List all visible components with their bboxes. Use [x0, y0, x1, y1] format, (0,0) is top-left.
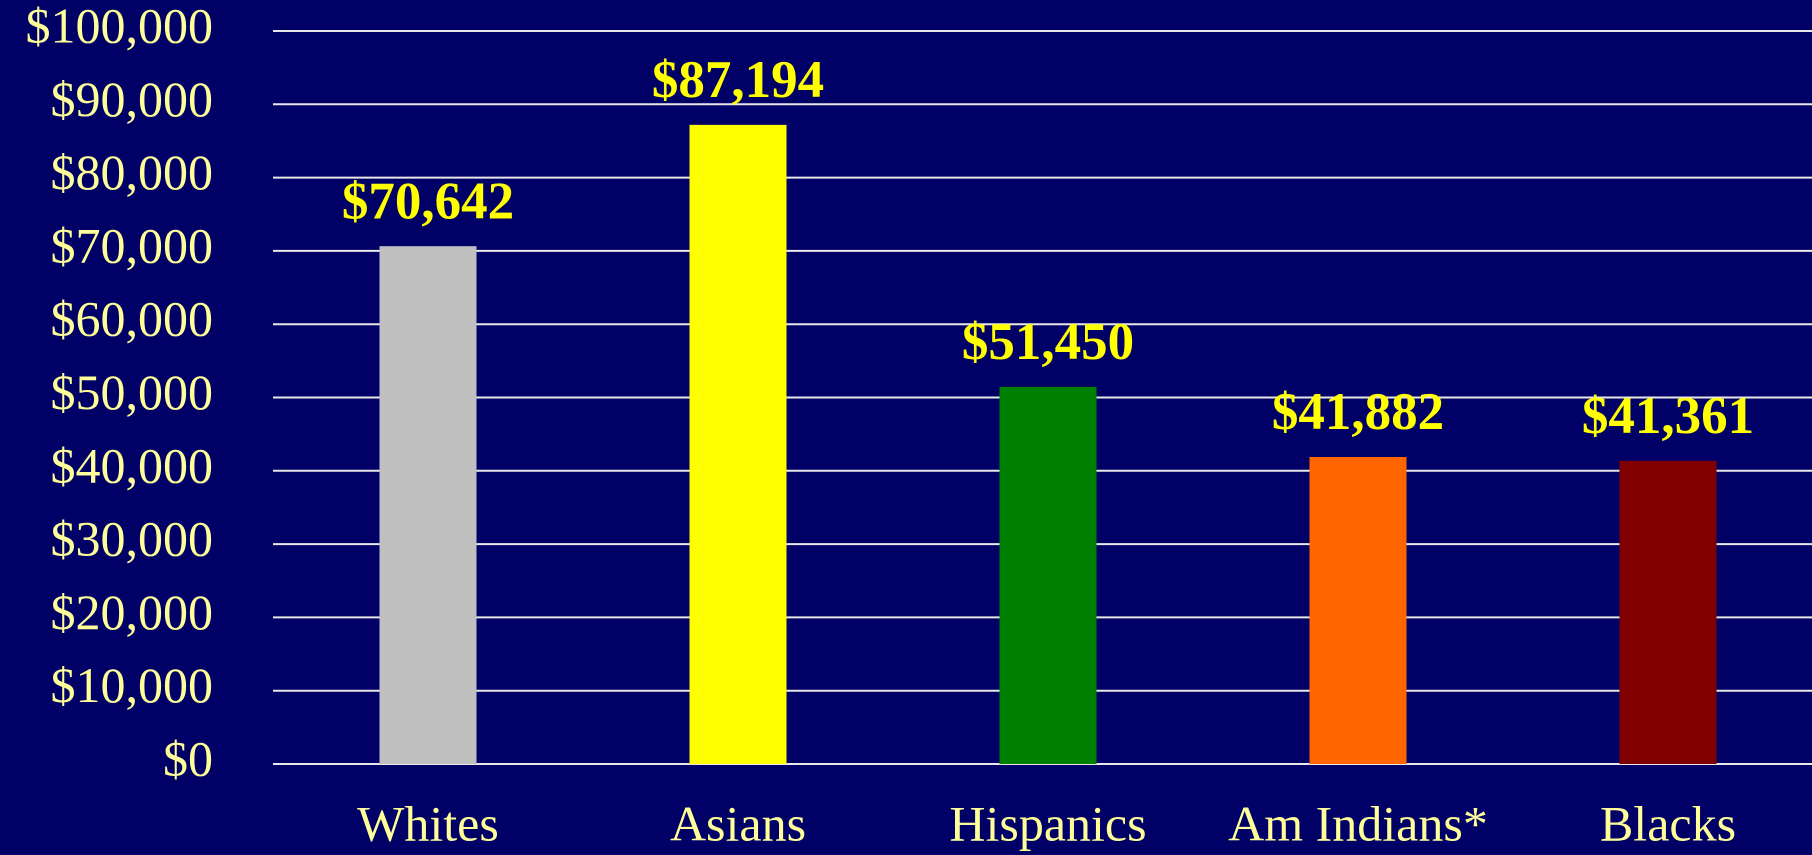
data-label: $70,642	[342, 172, 514, 230]
bar	[999, 386, 1097, 764]
x-tick-label: Hispanics	[949, 795, 1146, 851]
data-label: $41,361	[1582, 387, 1754, 445]
y-tick-label: $30,000	[51, 511, 214, 567]
y-tick-label: $100,000	[26, 0, 214, 53]
bar	[379, 246, 477, 764]
y-tick-label: $70,000	[51, 217, 214, 273]
bar	[689, 124, 787, 764]
x-tick-label: Asians	[670, 795, 806, 851]
y-tick-label: $40,000	[51, 437, 214, 493]
x-tick-label: Blacks	[1600, 795, 1736, 851]
y-tick-label: $0	[163, 730, 213, 786]
y-tick-label: $50,000	[51, 364, 214, 420]
y-tick-label: $90,000	[51, 71, 214, 127]
x-tick-label: Am Indians*	[1228, 795, 1488, 851]
data-label: $87,194	[652, 51, 824, 109]
y-tick-label: $60,000	[51, 291, 214, 347]
y-tick-label: $10,000	[51, 657, 214, 713]
x-tick-label: Whites	[357, 795, 499, 851]
y-tick-label: $20,000	[51, 584, 214, 640]
bar	[1309, 457, 1407, 764]
bar	[1619, 460, 1717, 764]
y-tick-label: $80,000	[51, 144, 214, 200]
data-label: $41,882	[1272, 383, 1444, 441]
data-label: $51,450	[962, 313, 1134, 371]
